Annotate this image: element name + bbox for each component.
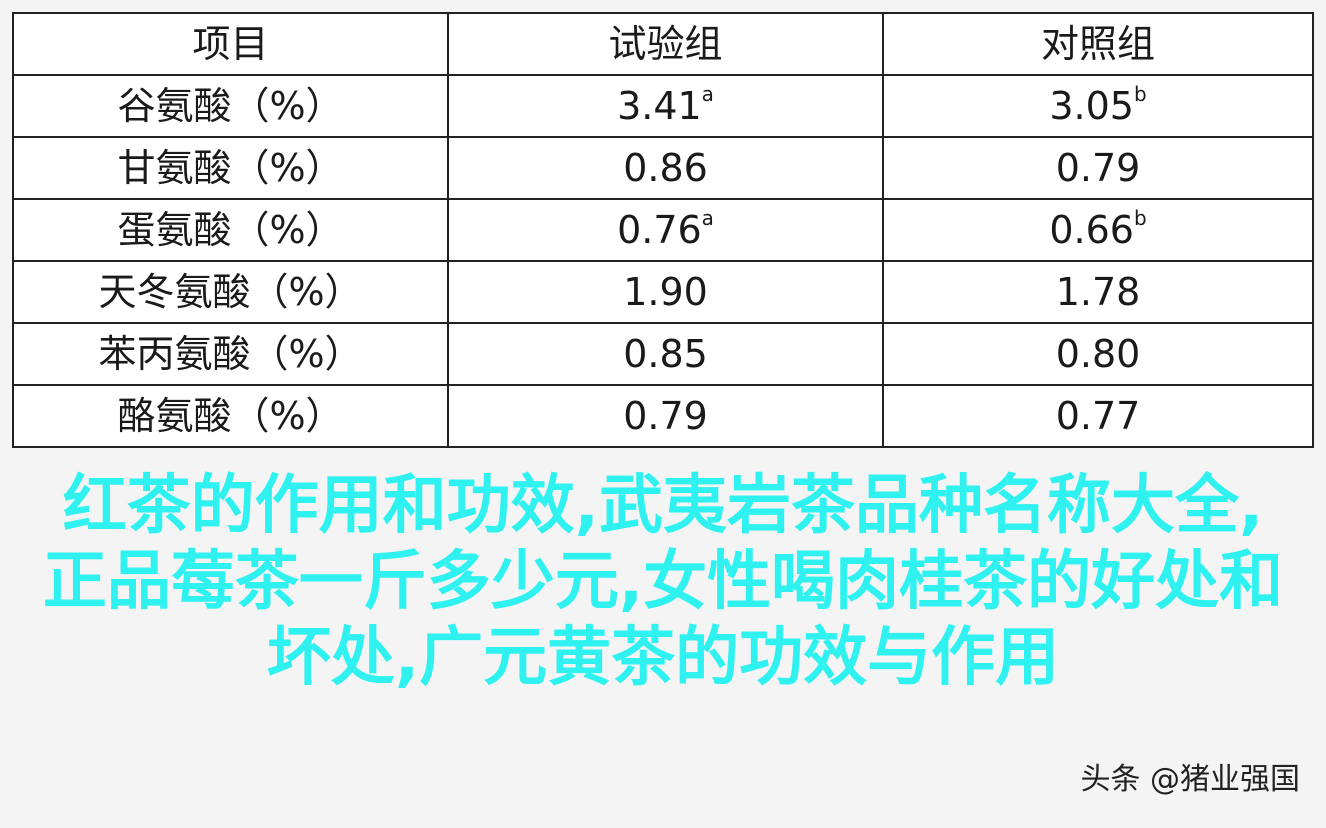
- test-group-cell-value: 0.76: [617, 208, 702, 252]
- test-group-cell-value: 1.90: [623, 270, 708, 314]
- header-item: 项目: [12, 12, 449, 76]
- row-label-value: 甘氨酸（%）: [117, 146, 344, 190]
- control-group-cell-value: 0.77: [1055, 394, 1141, 438]
- row-label: 谷氨酸（%）: [12, 74, 449, 138]
- test-group-cell-value: 0.79: [623, 394, 708, 438]
- test-group-cell: 0.86: [447, 136, 884, 200]
- table-row: 天冬氨酸（%） 1.90 1.78: [12, 260, 1314, 324]
- header-test-group: 试验组: [447, 12, 884, 76]
- significance-letter: a: [701, 206, 714, 230]
- control-group-cell: 0.80: [882, 322, 1314, 386]
- overlay-line-3: 坏处,广元黄茶的功效与作用: [266, 621, 1060, 695]
- significance-letter: b: [1133, 82, 1147, 106]
- row-label-value: 蛋氨酸（%）: [117, 208, 344, 252]
- test-group-cell-value: 3.41: [617, 84, 702, 128]
- table-row: 谷氨酸（%） 3.41a 3.05b: [12, 74, 1314, 138]
- row-label: 甘氨酸（%）: [12, 136, 449, 200]
- control-group-cell-value: 3.05: [1049, 84, 1134, 128]
- table-row: 苯丙氨酸（%） 0.85 0.80: [12, 322, 1314, 386]
- control-group-cell: 3.05b: [882, 74, 1314, 138]
- overlay-line-1: 红茶的作用和功效,武夷岩茶品种名称大全,: [62, 469, 1264, 543]
- overlay-title: 红茶的作用和功效,武夷岩茶品种名称大全, 正品莓茶一斤多少元,女性喝肉桂茶的好处…: [0, 468, 1326, 696]
- amino-acid-table: 项目 试验组 对照组 谷氨酸（%） 3.41a 3.05b 甘氨酸（%） 0.86 0.7…: [12, 12, 1314, 448]
- test-group-cell: 3.41a: [447, 74, 884, 138]
- test-group-cell: 1.90: [447, 260, 884, 324]
- row-label: 蛋氨酸（%）: [12, 198, 449, 262]
- table-row: 酪氨酸（%） 0.79 0.77: [12, 384, 1314, 448]
- test-group-cell: 0.85: [447, 322, 884, 386]
- row-label-value: 谷氨酸（%）: [117, 84, 344, 128]
- control-group-cell: 0.77: [882, 384, 1314, 448]
- control-group-cell-value: 0.80: [1055, 332, 1141, 376]
- row-label: 苯丙氨酸（%）: [12, 322, 449, 386]
- test-group-cell: 0.76a: [447, 198, 884, 262]
- test-group-cell: 0.79: [447, 384, 884, 448]
- row-label-value: 酪氨酸（%）: [117, 394, 344, 438]
- control-group-cell: 0.66b: [882, 198, 1314, 262]
- header-control-group: 对照组: [882, 12, 1314, 76]
- table-row: 甘氨酸（%） 0.86 0.79: [12, 136, 1314, 200]
- test-group-cell-value: 0.86: [623, 146, 708, 190]
- test-group-cell-value: 0.85: [623, 332, 708, 376]
- control-group-cell: 1.78: [882, 260, 1314, 324]
- watermark: 头条 @猪业强国: [1080, 762, 1300, 797]
- row-label-value: 天冬氨酸（%）: [98, 270, 363, 314]
- significance-letter: a: [701, 82, 714, 106]
- control-group-cell: 0.79: [882, 136, 1314, 200]
- table-row: 蛋氨酸（%） 0.76a 0.66b: [12, 198, 1314, 262]
- table-header-row: 项目 试验组 对照组: [12, 12, 1314, 76]
- row-label: 天冬氨酸（%）: [12, 260, 449, 324]
- overlay-line-2: 正品莓茶一斤多少元,女性喝肉桂茶的好处和: [42, 545, 1284, 619]
- control-group-cell-value: 0.66: [1049, 208, 1134, 252]
- significance-letter: b: [1133, 206, 1147, 230]
- row-label-value: 苯丙氨酸（%）: [98, 332, 363, 376]
- row-label: 酪氨酸（%）: [12, 384, 449, 448]
- control-group-cell-value: 1.78: [1055, 270, 1141, 314]
- control-group-cell-value: 0.79: [1055, 146, 1141, 190]
